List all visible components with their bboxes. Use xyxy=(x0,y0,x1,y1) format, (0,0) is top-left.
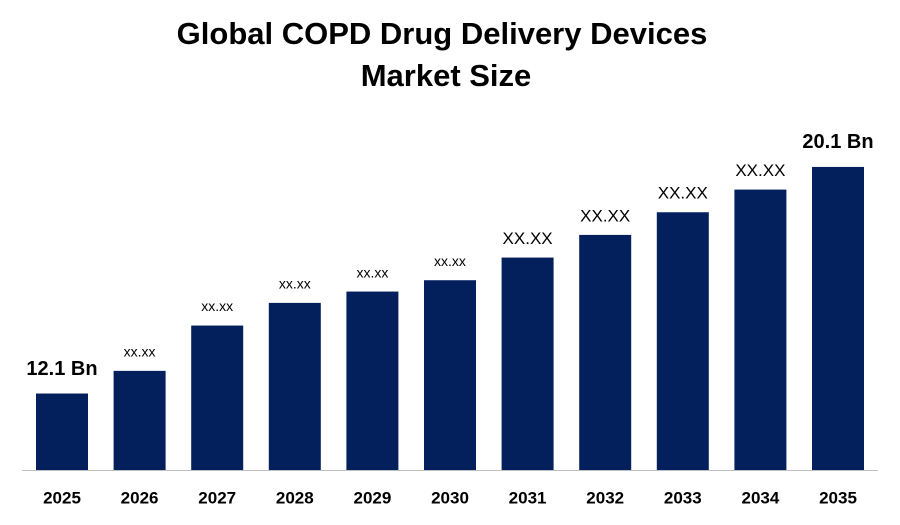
x-tick-label: 2032 xyxy=(586,488,624,507)
value-label: xx.xx xyxy=(279,276,311,292)
x-tick-label: 2031 xyxy=(509,488,547,507)
x-tick-label: 2033 xyxy=(664,488,702,507)
x-tick-label: 2034 xyxy=(741,488,779,507)
value-label: 12.1 Bn xyxy=(26,358,97,380)
chart-title: Market Size xyxy=(361,58,532,93)
bar xyxy=(346,291,399,470)
value-label: XX.XX xyxy=(580,206,630,225)
x-tick-label: 2035 xyxy=(819,488,857,507)
value-label: xx.xx xyxy=(201,298,233,314)
x-tick-label: 2029 xyxy=(353,488,391,507)
x-tick-label: 2028 xyxy=(276,488,314,507)
bar xyxy=(734,189,787,471)
bar xyxy=(656,212,709,470)
bar xyxy=(113,370,166,470)
bar xyxy=(36,393,88,470)
value-label: xx.xx xyxy=(124,344,156,360)
x-tick-label: 2025 xyxy=(43,488,81,507)
bar xyxy=(812,166,864,470)
value-label: XX.XX xyxy=(658,184,708,203)
value-label: xx.xx xyxy=(356,264,388,280)
value-label: xx.xx xyxy=(434,253,466,269)
value-label: XX.XX xyxy=(735,161,785,180)
x-tick-label: 2026 xyxy=(121,488,159,507)
x-tick-label: 2030 xyxy=(431,488,469,507)
bar xyxy=(268,302,321,470)
x-tick-label: 2027 xyxy=(198,488,236,507)
bar xyxy=(191,325,244,470)
value-label: XX.XX xyxy=(503,229,553,248)
bar xyxy=(424,280,476,470)
bar xyxy=(501,257,554,470)
chart-title: Global COPD Drug Delivery Devices xyxy=(177,16,708,51)
bar xyxy=(579,234,632,470)
value-label: 20.1 Bn xyxy=(802,131,873,153)
